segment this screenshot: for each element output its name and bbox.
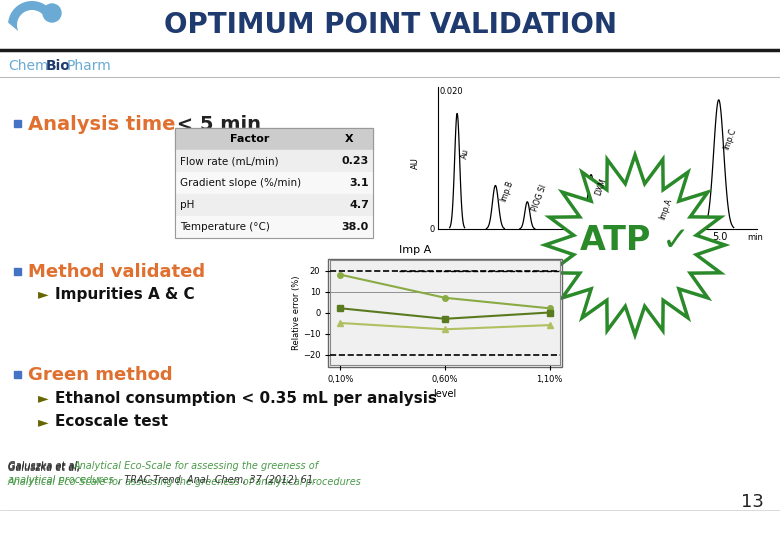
Text: ►: ► (38, 415, 48, 429)
Text: , TRAC-Trend. Anal. Chem, 37 (2012) 61.: , TRAC-Trend. Anal. Chem, 37 (2012) 61. (118, 475, 316, 485)
Text: ATP ✓: ATP ✓ (580, 224, 690, 256)
Text: Au: Au (460, 148, 471, 160)
Bar (175, 150, 373, 172)
Text: ►: ► (38, 391, 48, 405)
Text: analytical procedures: analytical procedures (8, 475, 114, 485)
Text: Bio: Bio (46, 59, 71, 73)
Text: 5.0: 5.0 (712, 232, 728, 242)
Bar (14, 371, 21, 378)
Text: Green method: Green method (28, 366, 172, 384)
Bar (410, 79, 765, 247)
Text: Flow rate (mL/min): Flow rate (mL/min) (180, 156, 278, 166)
Y-axis label: Relative error (%): Relative error (%) (292, 275, 301, 350)
Text: Imp A: Imp A (399, 245, 431, 255)
Text: ►: ► (38, 287, 48, 301)
Text: Chem: Chem (8, 59, 48, 73)
Text: < 5 min: < 5 min (170, 114, 261, 133)
X-axis label: level: level (434, 389, 456, 399)
Text: Galuszka et al,: Galuszka et al, (8, 462, 80, 472)
Text: Analytical Eco-Scale for assessing the greeness of analytical procedures: Analytical Eco-Scale for assessing the g… (8, 477, 362, 487)
Text: min: min (747, 233, 763, 241)
Text: X: X (345, 134, 353, 144)
Text: AU: AU (410, 157, 420, 169)
Text: PIOG SI: PIOG SI (530, 183, 548, 213)
Circle shape (43, 4, 61, 22)
Text: Gradient slope (%/min): Gradient slope (%/min) (180, 178, 301, 188)
Text: Ecoscale test: Ecoscale test (55, 415, 168, 429)
Text: Ethanol consumption < 0.35 mL per analysis: Ethanol consumption < 0.35 mL per analys… (55, 390, 437, 406)
Text: Imp.C: Imp.C (722, 127, 738, 152)
Bar (175, 128, 373, 150)
Text: 0.020: 0.020 (440, 86, 463, 96)
Bar (175, 194, 373, 216)
Text: OPTIMUM POINT VALIDATION: OPTIMUM POINT VALIDATION (164, 11, 616, 39)
Text: DXM: DXM (594, 177, 608, 197)
Text: Pharm: Pharm (67, 59, 112, 73)
Text: 38.0: 38.0 (342, 222, 369, 232)
Bar (175, 216, 373, 238)
Text: Galuszka et al,: Galuszka et al, (8, 461, 80, 471)
Text: Analysis time: Analysis time (28, 114, 176, 133)
Text: 13: 13 (740, 493, 764, 511)
Bar (175, 172, 373, 194)
Text: Analytical Eco-Scale for assessing the greeness of: Analytical Eco-Scale for assessing the g… (74, 461, 319, 471)
Text: 3.1: 3.1 (349, 178, 369, 188)
Text: Imp.B: Imp.B (498, 179, 514, 203)
Bar (328, 259, 562, 367)
Text: Temperature (°C): Temperature (°C) (180, 222, 270, 232)
Text: Galuszka et al,: Galuszka et al, (8, 463, 80, 473)
Text: 4.7: 4.7 (349, 200, 369, 210)
Text: 0: 0 (430, 225, 435, 233)
Bar (14, 120, 21, 127)
Text: pH: pH (180, 200, 194, 210)
Polygon shape (8, 1, 55, 31)
Bar (14, 268, 21, 275)
Bar (0, 0, 780, 50)
Text: 0.23: 0.23 (342, 156, 369, 166)
Text: Impurities A & C: Impurities A & C (55, 287, 195, 301)
Polygon shape (545, 155, 725, 335)
Text: Method validated: Method validated (28, 263, 205, 281)
Text: Factor: Factor (230, 134, 270, 144)
Bar (175, 128, 373, 238)
Text: Imp.A: Imp.A (658, 197, 674, 221)
